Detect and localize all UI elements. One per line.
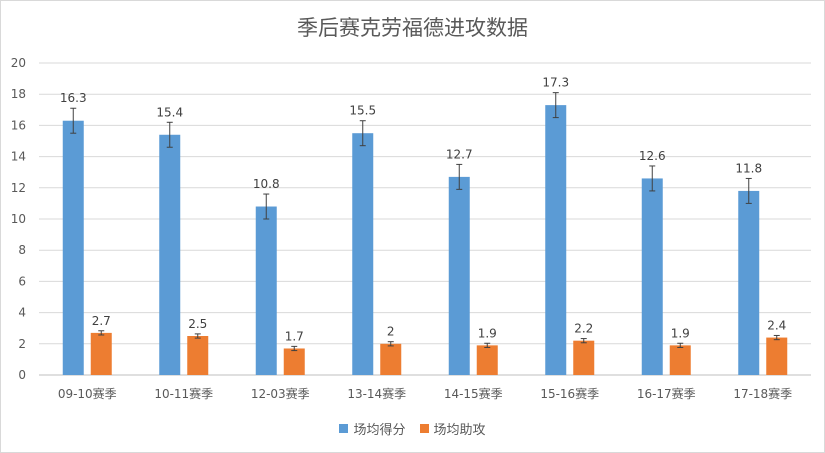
bar-points — [159, 134, 181, 375]
y-tick-label: 10 — [11, 212, 26, 226]
data-label: 11.8 — [735, 161, 762, 175]
bar-assists — [476, 345, 498, 375]
y-tick-label: 14 — [11, 150, 26, 164]
y-tick-label: 18 — [11, 87, 26, 101]
bar-assists — [283, 348, 305, 375]
legend-item-assists[interactable]: 场均助攻 — [419, 419, 486, 438]
chart-title: 季后赛克劳福德进攻数据 — [297, 16, 528, 40]
data-label: 12.7 — [446, 147, 473, 161]
x-tick-label: 13-14赛季 — [347, 386, 406, 401]
y-tick-label: 16 — [11, 118, 26, 132]
error-bar — [484, 342, 491, 348]
error-bar — [745, 177, 752, 204]
bar-points — [62, 120, 84, 375]
bar-points — [545, 105, 567, 376]
error-bar — [552, 92, 559, 119]
legend-item-points[interactable]: 场均得分 — [339, 419, 406, 438]
y-tick-label: 0 — [18, 368, 26, 382]
y-tick-label: 12 — [11, 181, 26, 195]
x-tick-label: 16-17赛季 — [637, 386, 696, 401]
x-tick-label: 14-15赛季 — [444, 386, 503, 401]
x-tick-label: 12-03赛季 — [251, 386, 310, 401]
y-tick-label: 20 — [11, 56, 26, 70]
legend-swatch-points — [339, 424, 349, 433]
error-bar — [649, 165, 656, 192]
data-label: 1.7 — [285, 329, 304, 343]
error-bar — [166, 121, 173, 148]
x-tick-label: 09-10赛季 — [58, 386, 117, 401]
error-bar — [773, 334, 780, 341]
error-bar — [359, 120, 366, 147]
x-tick-label: 10-11赛季 — [154, 386, 213, 401]
data-label: 2 — [387, 325, 395, 339]
error-bar — [263, 193, 270, 220]
error-bar — [580, 338, 587, 344]
y-tick-label: 2 — [18, 337, 26, 351]
data-label: 2.2 — [574, 322, 593, 336]
data-label: 16.3 — [60, 91, 87, 105]
data-label: 10.8 — [253, 177, 280, 191]
bar-assists — [766, 337, 788, 375]
data-labels: 16.3 2.7 15.4 2.5 10.8 1.7 15.5 2 12.7 1.9 17.3 2.2… — [60, 76, 786, 344]
error-bar — [70, 107, 77, 134]
error-bar — [194, 333, 201, 339]
y-tick-label: 6 — [18, 274, 26, 288]
data-label: 2.4 — [767, 318, 786, 332]
data-label: 1.9 — [671, 326, 690, 340]
y-axis-ticks: 0 2 4 6 8 10 12 14 16 18 20 — [11, 56, 26, 382]
bar-points — [448, 176, 470, 375]
error-bar — [387, 341, 394, 347]
data-label: 1.9 — [478, 326, 497, 340]
bar-assists — [90, 332, 112, 375]
y-tick-label: 8 — [18, 243, 26, 257]
bar-points — [255, 206, 277, 375]
data-label: 2.7 — [92, 314, 111, 328]
data-label: 15.5 — [349, 104, 376, 118]
bar-points — [738, 190, 760, 375]
bar-assists — [380, 343, 402, 375]
data-label: 2.5 — [188, 317, 207, 331]
legend: 场均得分 场均助攻 — [0, 419, 825, 438]
x-tick-label: 17-18赛季 — [733, 386, 792, 401]
legend-label-points: 场均得分 — [353, 423, 406, 438]
bar-points — [641, 178, 663, 375]
gridlines — [39, 62, 811, 376]
error-bar — [291, 345, 298, 352]
y-tick-label: 4 — [18, 306, 26, 320]
error-bar — [456, 163, 463, 190]
bar-points — [352, 133, 374, 375]
legend-label-assists: 场均助攻 — [433, 423, 486, 438]
data-label: 17.3 — [542, 76, 569, 90]
bar-assists — [187, 336, 209, 375]
error-bar — [677, 342, 684, 348]
x-axis-ticks: 09-10赛季 10-11赛季 12-03赛季 13-14赛季 14-15赛季 15-16… — [58, 386, 792, 401]
bars — [62, 105, 788, 376]
error-bar — [98, 330, 105, 336]
legend-swatch-assists — [419, 424, 429, 433]
data-label: 12.6 — [639, 149, 666, 163]
bar-assists — [573, 340, 595, 375]
data-label: 15.4 — [156, 105, 183, 119]
x-tick-label: 15-16赛季 — [540, 386, 599, 401]
error-bars — [70, 92, 780, 352]
bar-assists — [669, 345, 691, 375]
